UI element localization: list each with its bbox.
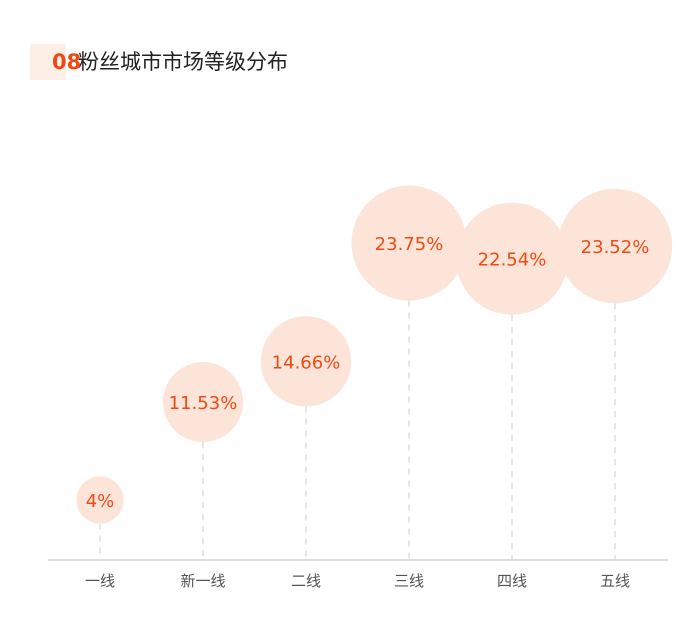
data-label: 22.54% (478, 250, 547, 271)
data-label: 23.75% (375, 234, 444, 255)
data-label: 14.66% (272, 352, 341, 373)
section-number-badge: 08 (30, 44, 81, 80)
chart-title: 粉丝城市市场等级分布 (78, 50, 288, 74)
data-label: 11.53% (169, 393, 238, 414)
bubble (557, 188, 673, 304)
bubble (351, 185, 467, 301)
category-tick-label: 四线 (497, 572, 527, 590)
section-header: 08 粉丝城市市场等级分布 (30, 44, 288, 80)
bubble (260, 316, 352, 407)
badge-decoration (30, 44, 66, 80)
category-tick-label: 五线 (600, 572, 630, 590)
bubble (76, 476, 124, 524)
category-tick-label: 二线 (291, 572, 321, 590)
bubble (455, 202, 569, 315)
category-tick-label: 一线 (85, 572, 115, 590)
bubble (162, 361, 244, 443)
data-label: 23.52% (581, 237, 650, 258)
data-label: 4% (86, 491, 115, 512)
section-number: 08 (52, 50, 82, 74)
category-tick-label: 新一线 (180, 572, 225, 590)
category-tick-label: 三线 (394, 572, 424, 590)
